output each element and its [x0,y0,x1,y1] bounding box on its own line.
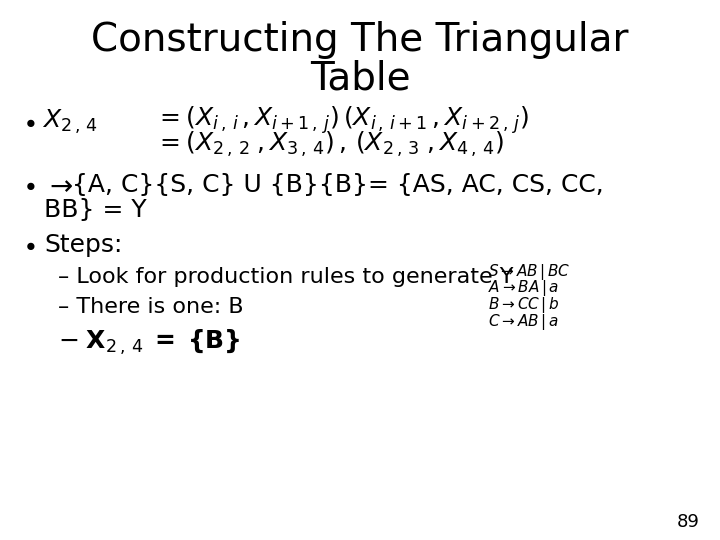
Text: $\bullet$: $\bullet$ [22,110,35,134]
Text: $= (X_{i\,,\,i}\,,X_{i+1\,,\,j})\,(X_{i\,,\,i+1}\,,X_{i+2\,,\,j})$: $= (X_{i\,,\,i}\,,X_{i+1\,,\,j})\,(X_{i\… [155,104,529,136]
Text: $X_{2\,,\,4}$: $X_{2\,,\,4}$ [42,108,98,136]
Text: – There is one: B: – There is one: B [58,297,243,317]
Text: $-\;\mathbf{X}_{2\,,\,4}\mathbf{\;=\;\{B\}}$: $-\;\mathbf{X}_{2\,,\,4}\mathbf{\;=\;\{B… [58,327,240,356]
Text: $\bullet$: $\bullet$ [22,173,35,197]
Text: Constructing The Triangular: Constructing The Triangular [91,21,629,59]
Text: 89: 89 [677,513,700,531]
Text: $C \rightarrow AB\,|\,a$: $C \rightarrow AB\,|\,a$ [488,312,559,332]
Text: $= (X_{2\,,\,2}\;,X_{3\,,\,4})\,,\,(X_{2\,,\,3}\;,X_{4\,,\,4})$: $= (X_{2\,,\,2}\;,X_{3\,,\,4})\,,\,(X_{2… [155,130,504,159]
Text: Table: Table [310,59,410,97]
Text: – Look for production rules to generate Y: – Look for production rules to generate … [58,267,513,287]
Text: $S \rightarrow AB\,|\,BC$: $S \rightarrow AB\,|\,BC$ [488,262,570,282]
Text: $\bullet$: $\bullet$ [22,233,35,257]
Text: $A \rightarrow BA\,|\,a$: $A \rightarrow BA\,|\,a$ [488,278,559,298]
Text: Steps:: Steps: [44,233,122,257]
Text: BB} = Y: BB} = Y [44,198,147,222]
Text: $B \rightarrow CC\,|\,b$: $B \rightarrow CC\,|\,b$ [488,295,559,315]
Text: {A, C}{S, C} U {B}{B}= {AS, AC, CS, CC,: {A, C}{S, C} U {B}{B}= {AS, AC, CS, CC, [72,173,604,197]
Text: $\rightarrow$: $\rightarrow$ [44,171,73,199]
